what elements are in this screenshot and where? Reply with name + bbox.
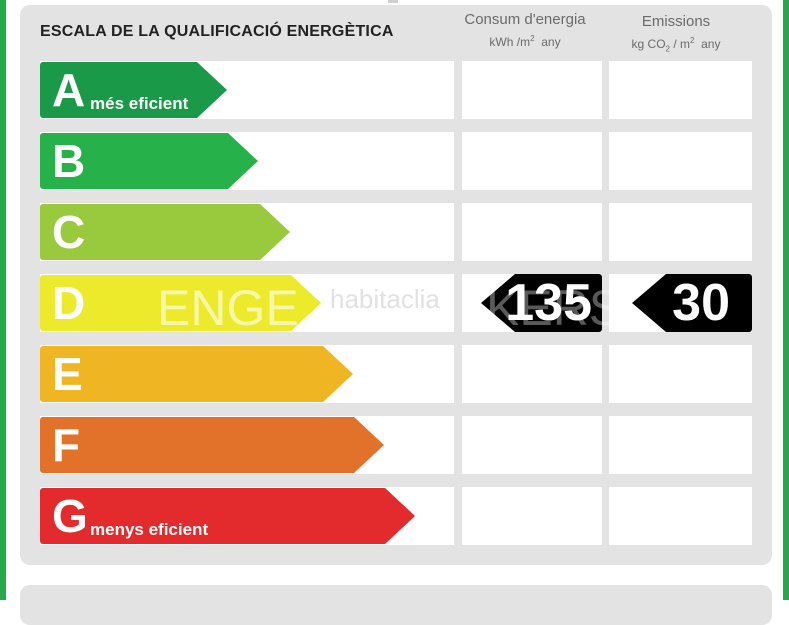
- consumption-cell: [462, 416, 602, 474]
- rating-arrow-d: D: [40, 275, 321, 331]
- consumption-cell: [462, 203, 602, 261]
- rating-letter: G: [52, 490, 88, 542]
- rating-row-a: A més eficient: [40, 61, 752, 119]
- rating-arrow-a: A més eficient: [40, 62, 227, 118]
- right-green-border: [783, 0, 789, 600]
- rating-letter: E: [52, 348, 83, 400]
- emissions-column-header: Emissions kg CO2 / m2 any: [613, 13, 739, 57]
- consumption-value: 135: [505, 274, 592, 332]
- emissions-cell: [609, 61, 752, 119]
- rating-sublabel: menys eficient: [90, 520, 209, 539]
- rating-row-b: B: [40, 132, 752, 190]
- rating-row-e: E: [40, 345, 752, 403]
- emissions-cell: [609, 487, 752, 545]
- emissions-value: 30: [672, 274, 730, 332]
- rating-arrow-c: C: [40, 204, 290, 260]
- watermark-kers: KERS: [486, 280, 623, 336]
- rating-arrow-b: B: [40, 133, 258, 189]
- rating-arrow-e: E: [40, 346, 353, 402]
- emissions-header-label: Emissions: [641, 13, 711, 30]
- top-mark: [388, 0, 398, 3]
- rating-letter: F: [52, 419, 81, 471]
- consumption-cell: [462, 132, 602, 190]
- rating-row-c: C: [40, 203, 752, 261]
- emissions-cell: [609, 132, 752, 190]
- left-green-border: [0, 0, 6, 600]
- label-title: ESCALA DE LA QUALIFICACIÓ ENERGÈTICA: [40, 23, 394, 40]
- rating-letter: D: [52, 277, 86, 329]
- rating-row-f: F: [40, 416, 752, 474]
- consumption-cell: [462, 345, 602, 403]
- consumption-cell: [462, 487, 602, 545]
- consumption-header-label: Consum d'energia: [464, 11, 586, 28]
- rating-arrow-f: F: [40, 417, 384, 473]
- consumption-header-unit: kWh /m2 any: [489, 34, 561, 49]
- consumption-cell: [462, 61, 602, 119]
- rating-row-d: D 135 30: [40, 274, 752, 332]
- lower-panel: [20, 585, 772, 625]
- watermark-habitaclia: habitaclia: [330, 284, 440, 314]
- rating-letter: B: [52, 135, 86, 187]
- emissions-header-unit: kg CO2 / m2 any: [631, 36, 721, 54]
- consumption-column-header: Consum d'energia kWh /m2 any: [462, 11, 588, 50]
- emissions-cell: [609, 203, 752, 261]
- rating-letter: C: [52, 206, 86, 258]
- rating-sublabel: més eficient: [90, 94, 189, 113]
- emissions-cell: [609, 345, 752, 403]
- emissions-cell: [609, 416, 752, 474]
- rating-arrow-g: G menys eficient: [40, 488, 415, 544]
- rating-row-g: G menys eficient: [40, 487, 752, 545]
- rating-letter: A: [52, 64, 86, 116]
- watermark-enge: ENGE: [157, 280, 299, 336]
